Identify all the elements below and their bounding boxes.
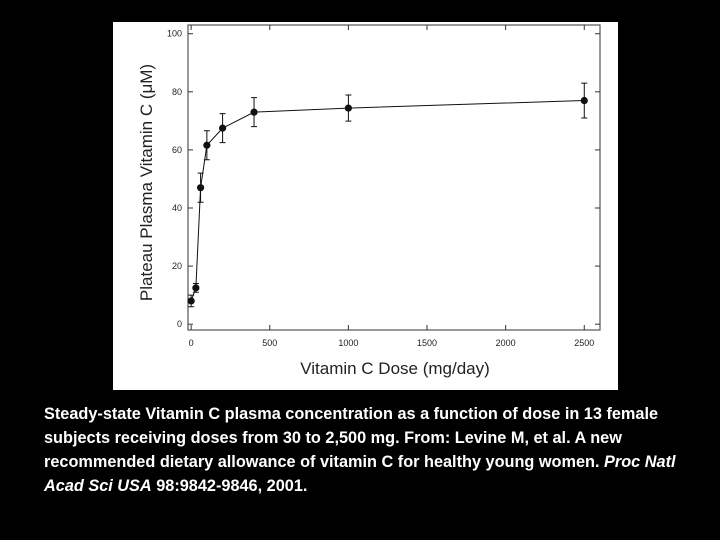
y-tick-label: 100 [167,29,182,39]
caption-text: Steady-state Vitamin C plasma concentrat… [44,405,659,471]
chart-panel [113,22,618,390]
y-tick-label: 20 [172,261,182,271]
y-tick-label: 80 [172,87,182,97]
data-point [196,184,205,192]
x-tick-label: 2500 [574,338,594,348]
x-tick-label: 500 [262,338,277,348]
x-tick-label: 0 [189,338,194,348]
y-tick-label: 40 [172,203,182,213]
y-tick-label: 60 [172,145,182,155]
caption: Steady-state Vitamin C plasma concentrat… [44,402,704,498]
caption-citation: 98:9842-9846, 2001. [156,477,308,495]
x-tick-label: 1000 [338,338,358,348]
data-line [190,100,585,302]
x-tick-label: 2000 [496,338,516,348]
data-point [187,297,195,305]
x-axis-label: Vitamin C Dose (mg/day) [300,359,490,378]
data-point [203,141,211,149]
data-point [580,96,588,105]
data-point [250,108,258,116]
data-point [344,104,352,112]
caption-journal: Proc Natl Acad Sci USA [44,453,676,495]
y-axis-label: Plateau Plasma Vitamin C (μM) [137,64,156,301]
plot-frame [187,24,601,331]
x-tick-label: 1500 [417,338,437,348]
data-point [218,124,227,132]
y-tick-label: 0 [177,319,182,329]
data-point [192,284,200,292]
